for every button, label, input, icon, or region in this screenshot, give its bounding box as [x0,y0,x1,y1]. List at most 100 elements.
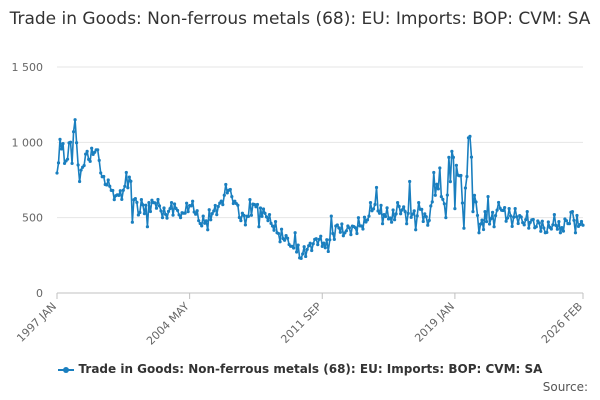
data-point[interactable] [117,193,121,197]
data-point[interactable] [469,155,474,159]
data-point[interactable] [154,206,159,210]
data-point[interactable] [74,141,79,145]
data-point[interactable] [145,225,150,229]
data-point[interactable] [76,163,80,167]
data-point[interactable] [453,207,457,211]
data-point[interactable] [159,209,163,213]
data-point[interactable] [510,224,514,228]
data-point[interactable] [260,214,264,218]
data-point[interactable] [263,211,267,215]
data-point[interactable] [282,238,287,242]
data-point[interactable] [405,222,409,226]
data-point[interactable] [367,214,371,218]
data-point[interactable] [243,223,247,227]
data-point[interactable] [111,188,115,193]
data-point[interactable] [572,218,576,222]
data-point[interactable] [454,163,458,167]
data-point[interactable] [581,223,585,227]
data-point[interactable] [332,237,336,241]
data-point[interactable] [472,193,477,197]
data-point[interactable] [337,226,341,230]
data-point[interactable] [292,246,296,250]
data-point[interactable] [272,228,276,232]
data-point[interactable] [90,146,94,150]
data-point[interactable] [519,215,523,219]
data-point[interactable] [320,244,324,248]
data-point[interactable] [183,211,187,215]
data-point[interactable] [215,213,219,217]
data-point[interactable] [230,194,234,199]
data-point[interactable] [71,130,76,134]
legend[interactable]: Trade in Goods: Non-ferrous metals (68):… [0,362,600,376]
data-point[interactable] [555,227,559,231]
data-point[interactable] [377,211,382,215]
data-point[interactable] [85,149,89,153]
data-point[interactable] [567,222,572,226]
data-point[interactable] [486,194,490,199]
data-point[interactable] [257,225,261,229]
data-point[interactable] [478,222,483,226]
data-point[interactable] [492,225,496,229]
data-point[interactable] [284,234,288,238]
data-point[interactable] [82,163,86,168]
data-point[interactable] [424,215,428,219]
data-point[interactable] [55,171,59,175]
data-point[interactable] [546,220,550,224]
data-point[interactable] [310,248,314,253]
data-point[interactable] [432,170,436,175]
data-point[interactable] [198,221,202,226]
data-point[interactable] [399,212,403,216]
data-point[interactable] [135,200,139,204]
data-point[interactable] [524,218,528,222]
data-point[interactable] [162,206,166,210]
data-point[interactable] [68,140,73,144]
data-point[interactable] [129,179,133,183]
data-point[interactable] [239,219,243,223]
data-point[interactable] [436,187,440,191]
data-point[interactable] [246,214,251,218]
data-point[interactable] [539,229,543,233]
data-point[interactable] [489,216,493,221]
data-point[interactable] [540,219,544,223]
data-point[interactable] [426,223,430,227]
data-point[interactable] [219,199,223,203]
data-point[interactable] [430,200,434,204]
data-point[interactable] [516,221,520,226]
data-point[interactable] [528,220,532,224]
data-point[interactable] [376,209,380,213]
data-point[interactable] [163,212,168,216]
data-point[interactable] [171,213,175,217]
data-point[interactable] [228,187,232,192]
data-point[interactable] [269,221,273,225]
data-point[interactable] [450,149,454,153]
data-point[interactable] [349,233,353,237]
data-point[interactable] [388,216,392,220]
data-point[interactable] [570,210,575,214]
data-point[interactable] [415,214,419,218]
data-point[interactable] [255,202,260,207]
data-point[interactable] [293,231,297,235]
data-point[interactable] [463,186,468,190]
data-point[interactable] [144,203,148,207]
data-point[interactable] [385,206,389,210]
data-point[interactable] [210,211,214,216]
data-point[interactable] [209,218,213,222]
data-point[interactable] [509,214,513,218]
data-point[interactable] [248,197,252,202]
data-point[interactable] [537,221,541,225]
data-point[interactable] [216,204,220,209]
data-point[interactable] [522,223,526,227]
data-point[interactable] [341,234,345,238]
data-point[interactable] [493,214,498,218]
data-point[interactable] [225,191,229,195]
data-point[interactable] [168,207,172,211]
data-point[interactable] [513,207,517,211]
data-point[interactable] [444,216,448,220]
source-label[interactable]: Source: [542,380,588,394]
data-point[interactable] [261,207,266,211]
data-point[interactable] [474,200,478,204]
data-point[interactable] [123,184,127,188]
data-point[interactable] [112,197,116,202]
data-point[interactable] [427,218,431,223]
data-point[interactable] [380,222,385,226]
